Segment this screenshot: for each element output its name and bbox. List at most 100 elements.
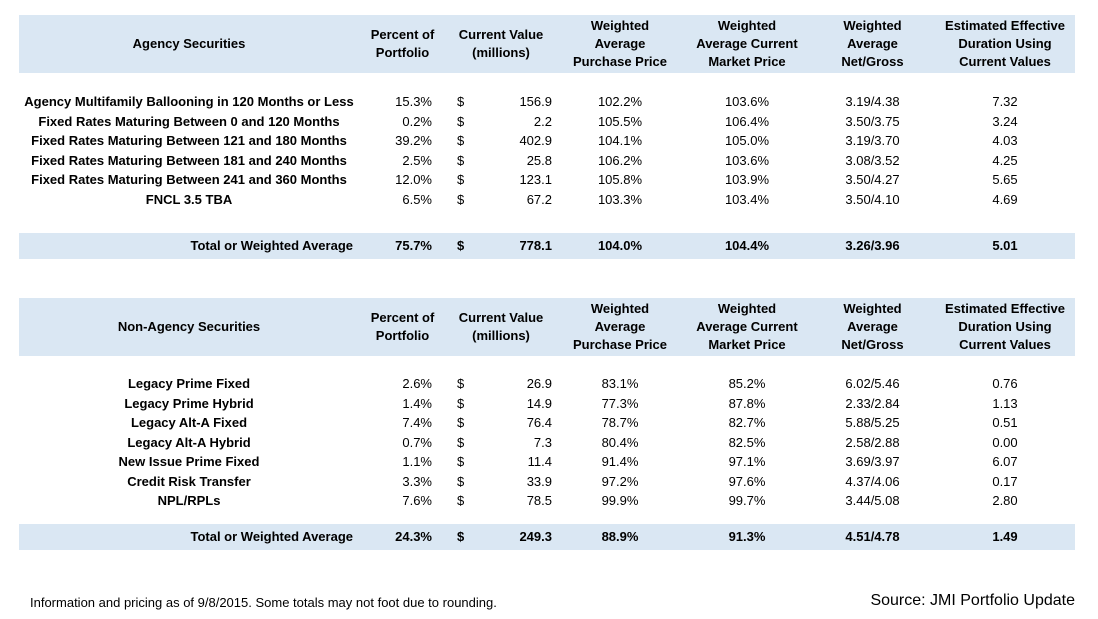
currency-symbol: $: [446, 523, 486, 550]
wa-current-market-price: 103.6%: [724, 152, 770, 168]
col-header-estimated-effective-duration: Estimated Effective Duration Using Curre…: [935, 15, 1075, 73]
wa-purchase-price: 80.4%: [601, 434, 639, 450]
footer: Information and pricing as of 9/8/2015. …: [19, 592, 1075, 610]
col-header-estimated-effective-duration: Estimated Effective Duration Using Curre…: [935, 298, 1075, 356]
col-header-wa-purchase-price: Weighted Average Purchase Price: [556, 15, 684, 73]
effective-duration: 4.25: [992, 152, 1018, 168]
wa-net-gross: 4.37/4.06: [845, 473, 900, 489]
percent-of-portfolio: 2.5%: [402, 152, 432, 168]
current-value: 123.1: [519, 172, 552, 187]
spacer-row: [19, 73, 1075, 92]
wa-current-market-price: 82.5%: [728, 434, 766, 450]
col-header-percent-of-portfolio: Percent of Portfolio: [359, 15, 446, 73]
wa-purchase-price: 106.2%: [597, 152, 643, 168]
table-row: Legacy Prime Fixed 2.6% $ 26.9 83.1% 85.…: [19, 374, 1075, 394]
percent-of-portfolio: 0.2%: [402, 113, 432, 129]
percent-of-portfolio: 6.5%: [402, 191, 432, 207]
currency-symbol: $: [457, 152, 465, 168]
col-header-wa-current-market-price: Weighted Average Current Market Price: [684, 298, 810, 356]
wa-net-gross: 3.50/4.27: [845, 172, 900, 187]
wa-net-gross: 3.50/3.75: [845, 113, 900, 129]
security-name: Fixed Rates Maturing Between 121 and 180…: [31, 133, 347, 148]
table-row: New Issue Prime Fixed 1.1% $ 11.4 91.4% …: [19, 452, 1075, 472]
effective-duration: 1.13: [992, 395, 1018, 411]
effective-duration: 7.32: [992, 94, 1018, 109]
currency-symbol: $: [457, 113, 465, 129]
current-value: 26.9: [526, 376, 552, 391]
spacer-row: [19, 356, 1075, 374]
source-label: Source: JMI Portfolio Update: [870, 591, 1075, 609]
non-agency-table-header: Non-Agency Securities Percent of Portfol…: [19, 298, 1075, 356]
wa-purchase-price: 105.5%: [597, 113, 643, 129]
wa-current-market-price: 85.2%: [728, 376, 766, 391]
current-value: 78.5: [526, 493, 552, 508]
currency-symbol: $: [457, 434, 465, 450]
wa-current-market-price: 103.4%: [724, 191, 770, 207]
table-row: Agency Multifamily Ballooning in 120 Mon…: [19, 92, 1075, 112]
wa-net-gross: 3.44/5.08: [845, 493, 900, 508]
wa-purchase-price: 104.1%: [597, 133, 643, 148]
effective-duration: 6.07: [992, 454, 1018, 469]
wa-current-market-price: 103.6%: [724, 94, 770, 109]
wa-purchase-price: 88.9%: [556, 523, 684, 550]
spacer-row: [19, 511, 1075, 524]
col-header-wa-net-gross: Weighted Average Net/Gross: [810, 15, 935, 73]
current-value: 2.2: [533, 113, 552, 129]
wa-current-market-price: 82.7%: [728, 415, 766, 430]
current-value: 25.8: [526, 152, 552, 168]
current-value: 402.9: [519, 133, 552, 148]
wa-net-gross: 3.69/3.97: [845, 454, 900, 469]
percent-of-portfolio: 0.7%: [402, 434, 432, 450]
current-value: 7.3: [533, 434, 552, 450]
col-header-current-value: Current Value (millions): [446, 298, 556, 356]
security-name: Fixed Rates Maturing Between 181 and 240…: [31, 152, 347, 168]
wa-net-gross: 3.50/4.10: [845, 191, 900, 207]
table-row: Fixed Rates Maturing Between 0 and 120 M…: [19, 112, 1075, 132]
agency-securities-table: Agency Securities Percent of Portfolio C…: [19, 15, 1075, 259]
wa-net-gross: 5.88/5.25: [845, 415, 900, 430]
security-name: Fixed Rates Maturing Between 241 and 360…: [31, 172, 347, 187]
percent-of-portfolio: 2.6%: [402, 376, 432, 391]
wa-current-market-price: 91.3%: [684, 523, 810, 550]
security-name: Legacy Prime Hybrid: [124, 395, 254, 411]
wa-net-gross: 4.51/4.78: [810, 523, 935, 550]
security-name: Legacy Prime Fixed: [127, 376, 251, 391]
current-value: 76.4: [526, 415, 552, 430]
total-label: Total or Weighted Average: [19, 233, 359, 259]
effective-duration: 4.03: [992, 133, 1018, 148]
wa-current-market-price: 99.7%: [728, 493, 766, 508]
table-row: Fixed Rates Maturing Between 121 and 180…: [19, 131, 1075, 151]
security-name: Legacy Alt-A Hybrid: [127, 434, 251, 450]
currency-symbol: $: [457, 133, 465, 148]
effective-duration: 1.49: [935, 523, 1075, 550]
effective-duration: 2.80: [992, 493, 1018, 508]
table-row: Fixed Rates Maturing Between 241 and 360…: [19, 170, 1075, 190]
current-value: 156.9: [519, 94, 552, 109]
table-row: Legacy Prime Hybrid 1.4% $ 14.9 77.3% 87…: [19, 394, 1075, 414]
wa-current-market-price: 106.4%: [724, 113, 770, 129]
non-agency-securities-table: Non-Agency Securities Percent of Portfol…: [19, 298, 1075, 550]
wa-net-gross: 6.02/5.46: [845, 376, 900, 391]
wa-purchase-price: 105.8%: [597, 172, 643, 187]
non-agency-table-title: Non-Agency Securities: [19, 298, 359, 356]
currency-symbol: $: [457, 191, 465, 207]
security-name: Fixed Rates Maturing Between 0 and 120 M…: [38, 113, 340, 129]
total-row: Total or Weighted Average 24.3% $ 249.3 …: [19, 523, 1075, 550]
wa-current-market-price: 105.0%: [724, 133, 770, 148]
table-row: Credit Risk Transfer 3.3% $ 33.9 97.2% 9…: [19, 472, 1075, 492]
percent-of-portfolio: 15.3%: [395, 94, 432, 109]
wa-purchase-price: 83.1%: [601, 376, 639, 391]
wa-purchase-price: 78.7%: [601, 415, 639, 430]
effective-duration: 0.17: [992, 473, 1018, 489]
wa-net-gross: 3.19/3.70: [845, 133, 900, 148]
percent-of-portfolio: 12.0%: [395, 172, 432, 187]
wa-net-gross: 2.58/2.88: [845, 434, 900, 450]
effective-duration: 3.24: [992, 113, 1018, 129]
footnote: Information and pricing as of 9/8/2015. …: [30, 594, 497, 610]
current-value: 778.1: [486, 233, 556, 259]
col-header-percent-of-portfolio: Percent of Portfolio: [359, 298, 446, 356]
currency-symbol: $: [457, 395, 465, 411]
security-name: Legacy Alt-A Fixed: [130, 415, 248, 430]
table-row: NPL/RPLs 7.6% $ 78.5 99.9% 99.7% 3.44/5.…: [19, 491, 1075, 511]
